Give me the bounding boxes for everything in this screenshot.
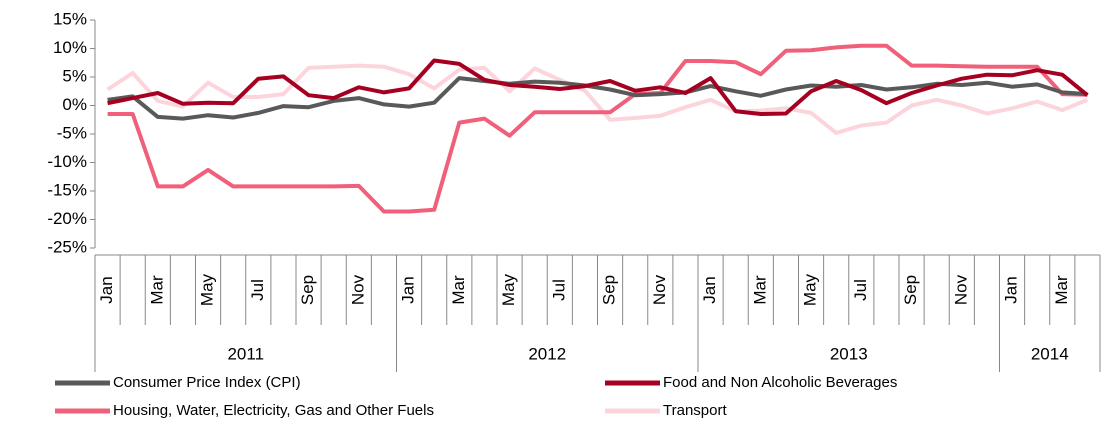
- x-tick-label: May: [499, 273, 518, 306]
- x-tick-label: Jul: [549, 279, 568, 301]
- y-tick-label: -10%: [47, 152, 87, 171]
- legend-label: Transport: [663, 402, 727, 419]
- x-tick-label: Jan: [700, 276, 719, 303]
- x-tick-label: Jul: [851, 279, 870, 301]
- x-tick-label: Jan: [1002, 276, 1021, 303]
- x-tick-label: Mar: [147, 275, 166, 305]
- year-label: 2012: [528, 344, 566, 363]
- x-tick-label: Mar: [750, 275, 769, 305]
- x-tick-label: Sep: [901, 275, 920, 305]
- series-line: [107, 76, 1088, 121]
- x-tick-label: Sep: [600, 275, 619, 305]
- x-tick-label: Nov: [348, 274, 367, 305]
- y-tick-label: -25%: [47, 237, 87, 256]
- x-tick-label: Nov: [650, 274, 669, 305]
- legend-label: Food and Non Alcoholic Beverages: [663, 374, 897, 391]
- x-tick-label: Jan: [97, 276, 116, 303]
- x-tick-label: May: [198, 273, 217, 306]
- x-tick-label: Jan: [399, 276, 418, 303]
- series-line: [107, 58, 1089, 116]
- series-line: [106, 63, 1089, 135]
- year-label: 2014: [1031, 344, 1069, 363]
- x-tick-label: Jul: [248, 279, 267, 301]
- y-tick-label: 5%: [62, 66, 87, 85]
- y-tick-label: 15%: [53, 9, 87, 28]
- y-tick-label: -5%: [57, 123, 87, 142]
- y-tick-label: 0%: [62, 95, 87, 114]
- x-tick-label: Nov: [951, 274, 970, 305]
- year-label: 2013: [830, 344, 868, 363]
- y-tick-label: -20%: [47, 209, 87, 228]
- y-tick-label: -15%: [47, 180, 87, 199]
- x-tick-label: Mar: [1052, 275, 1071, 305]
- x-tick-label: Mar: [449, 275, 468, 305]
- legend-label: Housing, Water, Electricity, Gas and Oth…: [113, 402, 434, 419]
- x-tick-label: May: [801, 273, 820, 306]
- series-line: [107, 43, 1088, 214]
- year-label: 2011: [227, 344, 264, 363]
- y-tick-label: 10%: [53, 38, 87, 57]
- legend-label: Consumer Price Index (CPI): [113, 374, 301, 391]
- x-tick-label: Sep: [298, 275, 317, 305]
